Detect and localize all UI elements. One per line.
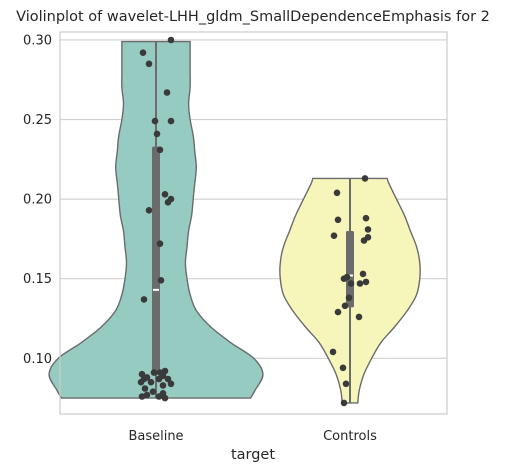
- data-point: [150, 369, 158, 376]
- data-point: [347, 280, 355, 287]
- data-point: [140, 296, 148, 303]
- data-point: [159, 382, 167, 389]
- x-axis-label: target: [231, 447, 275, 463]
- data-point: [364, 226, 372, 233]
- data-point: [362, 214, 370, 222]
- data-point: [157, 277, 165, 284]
- data-point: [153, 130, 161, 138]
- data-point: [156, 146, 164, 154]
- data-point: [156, 240, 164, 247]
- data-point: [167, 36, 175, 44]
- data-point: [161, 191, 169, 198]
- data-point: [155, 393, 163, 400]
- data-point: [355, 313, 363, 321]
- tick-layer: 0.10 0.15 0.20 0.25 0.30 Baseline Controls: [23, 33, 377, 444]
- data-point: [361, 175, 369, 182]
- data-point: [139, 49, 147, 56]
- data-point: [333, 189, 341, 197]
- data-point: [138, 393, 146, 400]
- data-point: [330, 232, 338, 239]
- data-point: [164, 375, 172, 383]
- data-point: [343, 273, 351, 281]
- violin-iqr-box: [152, 146, 160, 373]
- data-point: [163, 89, 171, 96]
- data-point: [149, 388, 157, 396]
- data-point: [141, 385, 149, 392]
- data-point: [143, 391, 151, 399]
- y-tick-label: 0.10: [23, 352, 52, 367]
- violin-iqr-box: [346, 230, 354, 308]
- y-tick-label: 0.30: [23, 33, 52, 48]
- data-point: [359, 270, 367, 278]
- point-layer: [137, 36, 372, 407]
- violin-layer: [48, 40, 421, 404]
- x-tick-label: Baseline: [128, 429, 183, 444]
- data-point: [161, 394, 169, 402]
- data-point: [151, 117, 159, 125]
- data-point: [164, 199, 172, 206]
- data-point: [339, 364, 347, 372]
- x-tick-label: Controls: [323, 429, 377, 444]
- data-point: [329, 348, 337, 356]
- chart-title: Violinplot of wavelet-LHH_gldm_SmallDepe…: [16, 9, 490, 25]
- plot-frame: [59, 31, 448, 415]
- data-point: [145, 60, 153, 68]
- data-point: [145, 207, 153, 214]
- data-point: [341, 302, 349, 310]
- data-point: [362, 278, 370, 286]
- y-tick-label: 0.25: [23, 113, 52, 128]
- data-point: [345, 294, 353, 302]
- data-point: [334, 308, 342, 316]
- data-point: [147, 378, 155, 386]
- data-point: [360, 237, 368, 244]
- data-point: [155, 375, 163, 383]
- data-point: [342, 380, 350, 388]
- data-point: [340, 399, 348, 407]
- data-point: [167, 117, 175, 125]
- data-point: [334, 216, 342, 224]
- data-point: [167, 380, 175, 388]
- data-point: [356, 280, 364, 287]
- data-point: [137, 378, 145, 386]
- y-tick-label: 0.15: [23, 272, 52, 287]
- y-tick-label: 0.20: [23, 193, 52, 208]
